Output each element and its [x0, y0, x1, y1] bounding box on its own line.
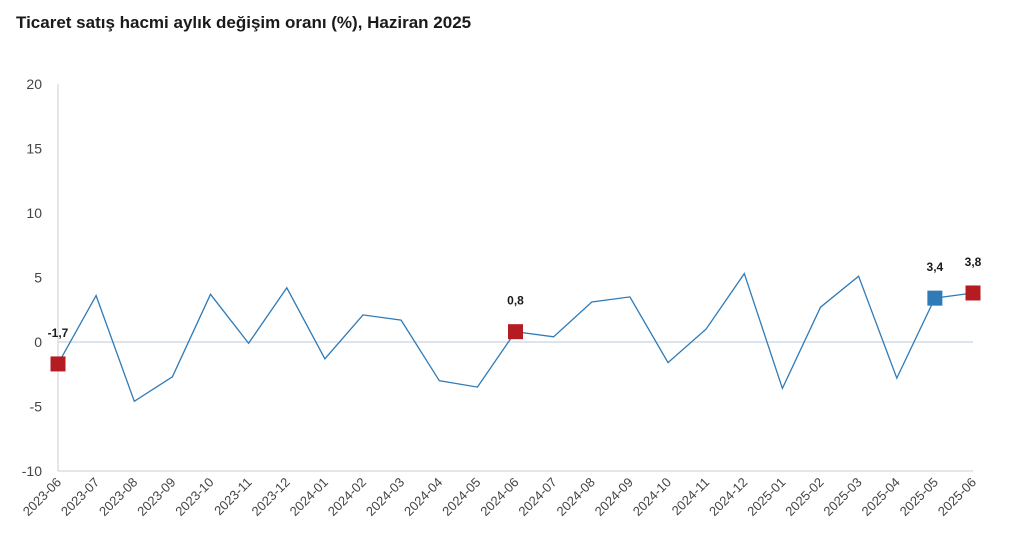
- x-tick-label: 2025-01: [744, 475, 788, 519]
- data-label: -1,7: [48, 326, 69, 340]
- x-tick-label: 2023-07: [58, 475, 102, 519]
- x-tick-label: 2025-05: [897, 475, 941, 519]
- x-tick-label: 2024-11: [669, 475, 713, 519]
- y-tick-label: 0: [34, 334, 42, 350]
- x-axis-ticks: 2023-062023-072023-082023-092023-102023-…: [20, 475, 979, 519]
- x-tick-label: 2025-02: [782, 475, 826, 519]
- x-tick-label: 2024-03: [363, 475, 407, 519]
- x-tick-label: 2024-05: [439, 475, 483, 519]
- y-tick-label: 5: [34, 270, 42, 286]
- x-tick-label: 2025-03: [820, 475, 864, 519]
- x-tick-label: 2023-11: [211, 475, 255, 519]
- y-axis-ticks: -10 -5 0 5 10 15 20: [22, 76, 42, 479]
- data-point-marker: [50, 356, 66, 372]
- x-tick-label: 2023-12: [249, 475, 293, 519]
- chart-title: Ticaret satış hacmi aylık değişim oranı …: [16, 13, 472, 32]
- data-label: 3,8: [965, 255, 982, 269]
- x-tick-label: 2025-04: [859, 475, 903, 519]
- data-point-marker: [508, 324, 523, 340]
- x-tick-label: 2024-02: [325, 475, 369, 519]
- x-tick-label: 2023-09: [134, 475, 178, 519]
- x-tick-label: 2024-04: [401, 475, 445, 519]
- x-tick-label: 2023-06: [20, 475, 64, 519]
- data-point-marker: [965, 285, 981, 301]
- data-label: 0,8: [507, 294, 524, 308]
- axes: [57, 84, 973, 472]
- highlight-markers: [50, 285, 981, 372]
- x-tick-label: 2023-08: [96, 475, 140, 519]
- x-tick-label: 2024-06: [477, 475, 521, 519]
- y-tick-label: 15: [26, 141, 42, 157]
- x-tick-label: 2025-06: [935, 475, 979, 519]
- x-tick-label: 2024-10: [630, 475, 674, 519]
- y-tick-label: 20: [26, 76, 42, 92]
- y-tick-label: -5: [30, 399, 43, 415]
- x-tick-label: 2024-12: [706, 475, 750, 519]
- x-tick-label: 2023-10: [172, 475, 216, 519]
- y-tick-label: 10: [26, 205, 42, 221]
- y-tick-label: -10: [22, 463, 42, 479]
- data-label: 3,4: [927, 260, 944, 274]
- x-tick-label: 2024-08: [554, 475, 598, 519]
- x-tick-label: 2024-09: [592, 475, 636, 519]
- x-tick-label: 2024-01: [287, 475, 331, 519]
- data-point-marker: [927, 290, 943, 306]
- data-labels: -1,7 0,8 3,4 3,8: [48, 255, 982, 340]
- x-tick-label: 2024-07: [515, 475, 559, 519]
